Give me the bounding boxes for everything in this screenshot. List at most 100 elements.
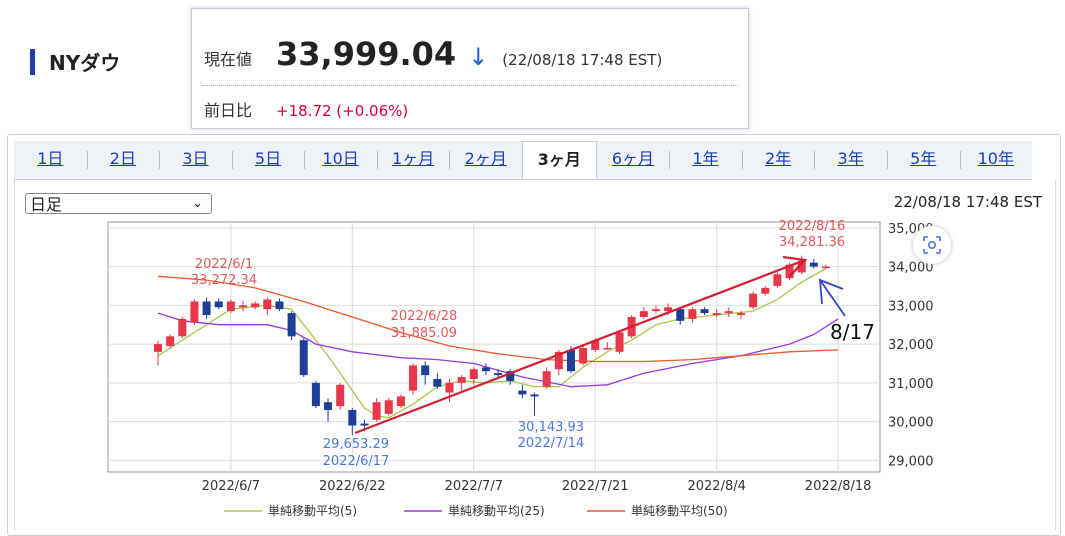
candle-body [421,365,430,376]
candle [396,394,405,409]
candle-body [736,313,745,316]
candle [700,307,709,316]
candle [372,398,381,422]
candle [518,384,527,399]
candle [749,291,758,310]
candle [336,382,345,410]
period-select[interactable]: 日足 ⌄ [25,193,212,214]
candle-body [518,390,527,395]
x-tick-label: 2022/6/22 [319,479,386,494]
candle-body [275,301,284,310]
y-tick-label: 33,000 [888,299,934,314]
candle-body [202,301,211,316]
candle [421,361,430,385]
candle-body [214,301,223,308]
candle [542,367,551,389]
index-name: NYダウ [49,51,121,75]
candle [457,375,466,391]
x-tick-label: 2022/6/7 [202,479,260,494]
candle [202,297,211,319]
annotation-label: 2022/8/16 [779,219,846,234]
candle-body [749,293,758,308]
candle-body [797,260,806,273]
candle [712,309,721,317]
tab-0[interactable]: 1日 [37,149,64,168]
quote-card: 現在値 33,999.04 ↓ (22/08/18 17:48 EST) 前日比… [191,8,749,129]
tab-4[interactable]: 10日 [304,141,377,179]
candle-body [324,402,333,410]
candle-body [445,382,454,393]
candle-body [761,287,770,294]
tab-13[interactable]: 10年 [959,141,1033,179]
candle [190,299,199,325]
candle-body [773,274,782,286]
candle-body [530,394,539,397]
candle [579,344,588,366]
candle-body [360,423,369,426]
candle-body [178,318,187,337]
candle-body [566,349,575,372]
candle [773,272,782,288]
tab-9[interactable]: 1年 [669,141,742,179]
candle-body [506,371,515,381]
candle [324,398,333,422]
candle [822,264,830,269]
tab-1[interactable]: 2日 [86,141,160,179]
candle [481,363,490,376]
candle [676,307,685,325]
candle-body [542,371,551,387]
y-tick-label: 29,000 [888,454,934,469]
tab-6[interactable]: 2ヶ月 [449,141,522,179]
quote-timestamp: (22/08/18 17:48 EST) [502,51,663,69]
x-tick-label: 2022/7/21 [562,479,629,494]
candle-body [372,402,381,420]
zoom-icon[interactable] [913,226,951,264]
candle [311,380,320,409]
candle [433,373,442,389]
annotation-label: 31,885.09 [391,326,457,341]
tab-7[interactable]: 3ヶ月 [522,141,597,179]
candle [445,378,454,403]
tab-2[interactable]: 3日 [159,141,232,179]
callout-label: 8/17 [830,320,875,344]
candle-body [336,384,345,407]
tab-5[interactable]: 1ヶ月 [376,141,450,179]
annotation-label: 34,281.36 [779,235,845,250]
candle-body [287,313,296,337]
candle-body [712,313,721,316]
candle [409,363,418,395]
tab-11[interactable]: 3年 [814,141,887,179]
candle-body [554,351,563,370]
candle [178,316,187,339]
tab-12[interactable]: 5年 [886,141,960,179]
candle [166,334,175,348]
tab-3[interactable]: 5日 [231,141,305,179]
annotation-label: 2022/6/28 [391,309,458,324]
candle-body [154,344,162,352]
candle [809,258,818,269]
candle-body [494,373,503,376]
tab-8[interactable]: 6ヶ月 [611,149,654,168]
price-label: 現在値 [204,50,253,69]
down-arrow-icon: ↓ [468,43,489,71]
price-change: +18.72 (+0.06%) [276,102,409,120]
candle [530,392,539,416]
ma-line-2 [157,275,839,363]
title-accent-bar [30,48,35,75]
candle-body [700,309,709,314]
y-tick-label: 31,000 [888,377,934,392]
x-tick-label: 2022/8/18 [805,479,872,494]
annotation-label: 33,272.34 [191,273,257,288]
candle [287,311,296,341]
candle [736,311,745,319]
candle-body [809,262,818,267]
tab-10[interactable]: 2年 [741,141,815,179]
candle-body [676,309,685,321]
legend-label: 単純移動平均(50) [631,504,728,518]
period-tabs: 1日 2日 3日 5日 10日 1ヶ月 2ヶ月 3ヶ月 6ヶ月 1年 2年 3年 5年 10年 [14,141,1032,180]
legend-label: 単純移動平均(25) [448,504,545,518]
candle [639,307,648,319]
annotation-label: 29,653.29 [323,437,389,452]
candle-body [263,299,272,310]
candle-body [481,367,490,372]
